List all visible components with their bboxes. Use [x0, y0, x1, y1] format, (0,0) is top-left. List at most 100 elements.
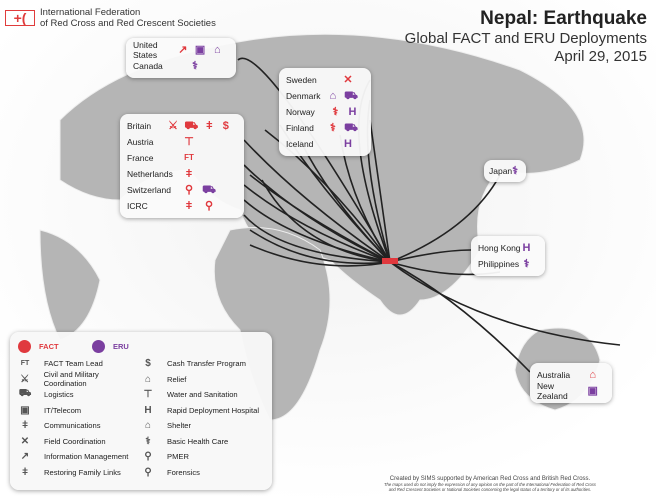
- title-block: Nepal: Earthquake Global FACT and ERU De…: [405, 8, 647, 66]
- water-and-sanitation-icon: ⊤: [143, 389, 153, 401]
- logistics-icon: ⛟: [184, 120, 199, 132]
- emblem-icon: +(: [5, 10, 35, 26]
- it-telecom-icon: ▣: [194, 44, 206, 56]
- communications-icon: ǂ: [185, 200, 193, 212]
- country-name: Netherlands: [127, 169, 173, 179]
- legend-item: ⚕ Basic Health Care: [141, 434, 264, 450]
- basic-health-care-icon: ⚕: [145, 435, 151, 447]
- communications-icon: ǂ: [22, 420, 28, 432]
- deployment-arc: [261, 179, 391, 263]
- country-row: Netherlands ǂ: [127, 166, 237, 182]
- relief-icon: ⌂: [144, 373, 152, 385]
- field-coordination-icon: ✕: [20, 435, 30, 447]
- nordic-box: Sweden ✕ Denmark ⌂ ⛟ Norway ⚕ H Finland ⚕ ⛟ Iceland…: [279, 68, 371, 156]
- country-row: United States ↗ ▣ ⌂: [133, 40, 229, 60]
- nepal-highlight: [382, 258, 398, 264]
- restoring-family-links-icon: ǂ: [22, 466, 28, 478]
- legend-label: Information Management: [44, 452, 129, 462]
- country-name: France: [127, 153, 154, 163]
- communications-icon: ǂ: [206, 120, 213, 132]
- hospital-icon: H: [522, 242, 531, 254]
- country-row: Canada ⚕: [133, 58, 229, 74]
- country-row: Sweden ✕: [286, 72, 364, 88]
- legend-label: Restoring Family Links: [44, 467, 121, 477]
- country-name: Switzerland: [127, 185, 171, 195]
- search-icon: ⚲: [204, 200, 214, 212]
- legend-item: ⚔ Civil and Military Coordination: [18, 370, 141, 388]
- deployment-arc: [243, 139, 391, 263]
- legend-item: ⚲ PMER: [141, 449, 264, 465]
- country-row: Japan ⚕: [489, 163, 521, 179]
- eru-dot: [92, 339, 105, 353]
- fact-team-lead-icon: FT: [184, 153, 194, 162]
- civil-and-military-coordination-icon: ⚔: [20, 373, 30, 385]
- legend-item: ǂ Communications: [18, 418, 141, 434]
- country-row: ICRC ǂ ⚲: [127, 198, 237, 214]
- legend-item: ↗ Information Management: [18, 449, 141, 465]
- country-name: ICRC: [127, 201, 148, 211]
- legend-item: ⚲ Forensics: [141, 465, 264, 481]
- relief-icon: ⌂: [329, 90, 337, 102]
- country-name: Britain: [127, 121, 152, 131]
- oceania-box: Australia ⌂ New Zealand ▣: [530, 363, 612, 403]
- deployment-arc: [243, 214, 391, 263]
- field-coordination-icon: ✕: [343, 74, 353, 86]
- information-management-icon: ↗: [20, 451, 30, 463]
- rapid-deployment-hospital-icon: H: [144, 404, 152, 416]
- country-name: Philippines: [478, 259, 520, 269]
- legend-label: Communications: [44, 421, 101, 431]
- asia-box: Hong Kong H Philippines ⚕: [471, 236, 545, 276]
- country-name: Austria: [127, 137, 154, 147]
- legend: FACT ERU FT FACT Team Lead ⚔ Civil and Mili…: [10, 332, 272, 490]
- deployment-arc: [249, 174, 391, 263]
- country-name: Australia: [537, 370, 571, 380]
- pmer-icon: ⚲: [144, 451, 152, 463]
- europe-box: Britain ⚔ ⛟ ǂ $ Austria ⊤ France FT Netherlands ǂ S…: [120, 114, 244, 218]
- it-telecom-icon: ▣: [587, 385, 598, 397]
- country-row: Hong Kong H: [478, 240, 538, 256]
- health-care-icon: ⚕: [512, 165, 519, 177]
- health-care-icon: ⚕: [192, 60, 198, 72]
- deployment-arc: [249, 229, 391, 265]
- legend-item: FT FACT Team Lead: [18, 356, 141, 372]
- country-name: Japan: [489, 166, 513, 176]
- logistics-icon: ⛟: [18, 388, 32, 400]
- country-name: Sweden: [286, 75, 317, 85]
- footer: Created by SIMS supported by American Re…: [330, 476, 650, 492]
- legend-label: Rapid Deployment Hospital: [167, 405, 260, 415]
- country-row: Britain ⚔ ⛟ ǂ $: [127, 118, 237, 134]
- legend-label: IT/Telecom: [44, 405, 82, 415]
- legend-item: ▣ IT/Telecom: [18, 403, 141, 419]
- legend-label: Basic Health Care: [167, 436, 229, 446]
- disclaimer-1: The maps used do not imply the expressio…: [383, 482, 597, 487]
- legend-label: Logistics: [44, 390, 74, 400]
- deployment-arc: [389, 261, 621, 346]
- country-name: Denmark: [286, 91, 321, 101]
- legend-label: FACT Team Lead: [44, 359, 103, 369]
- country-row: Denmark ⌂ ⛟: [286, 88, 364, 104]
- americas-box: United States ↗ ▣ ⌂ Canada ⚕: [126, 38, 236, 78]
- legend-label: PMER: [167, 452, 189, 462]
- legend-item: ⌂ Relief: [141, 372, 264, 388]
- country-name: United States: [133, 40, 158, 60]
- legend-item: ⌂ Shelter: [141, 418, 264, 434]
- fact-dot: [18, 339, 31, 353]
- it-telecom-icon: ▣: [20, 404, 30, 416]
- health-care-icon: ⚕: [329, 122, 336, 134]
- forensics-icon: ⚲: [144, 466, 152, 478]
- country-name: Canada: [133, 61, 163, 71]
- credit: Created by SIMS supported by American Re…: [389, 476, 591, 482]
- information-management-icon: ↗: [178, 44, 188, 56]
- water-sanitation-icon: ⊤: [184, 136, 194, 148]
- deployment-arc: [243, 199, 391, 263]
- logistics-icon: ⛟: [344, 90, 358, 102]
- shelter-icon: ⌂: [144, 420, 152, 432]
- org-name-1: International Federation: [40, 7, 141, 18]
- deployment-arc: [389, 174, 501, 263]
- legend-label: Forensics: [167, 467, 200, 477]
- country-name: Iceland: [286, 139, 314, 149]
- health-care-icon: ⚕: [332, 106, 339, 118]
- country-row: Australia ⌂: [537, 367, 605, 383]
- legend-item: ✕ Field Coordination: [18, 434, 141, 450]
- communications-icon: ǂ: [185, 168, 193, 180]
